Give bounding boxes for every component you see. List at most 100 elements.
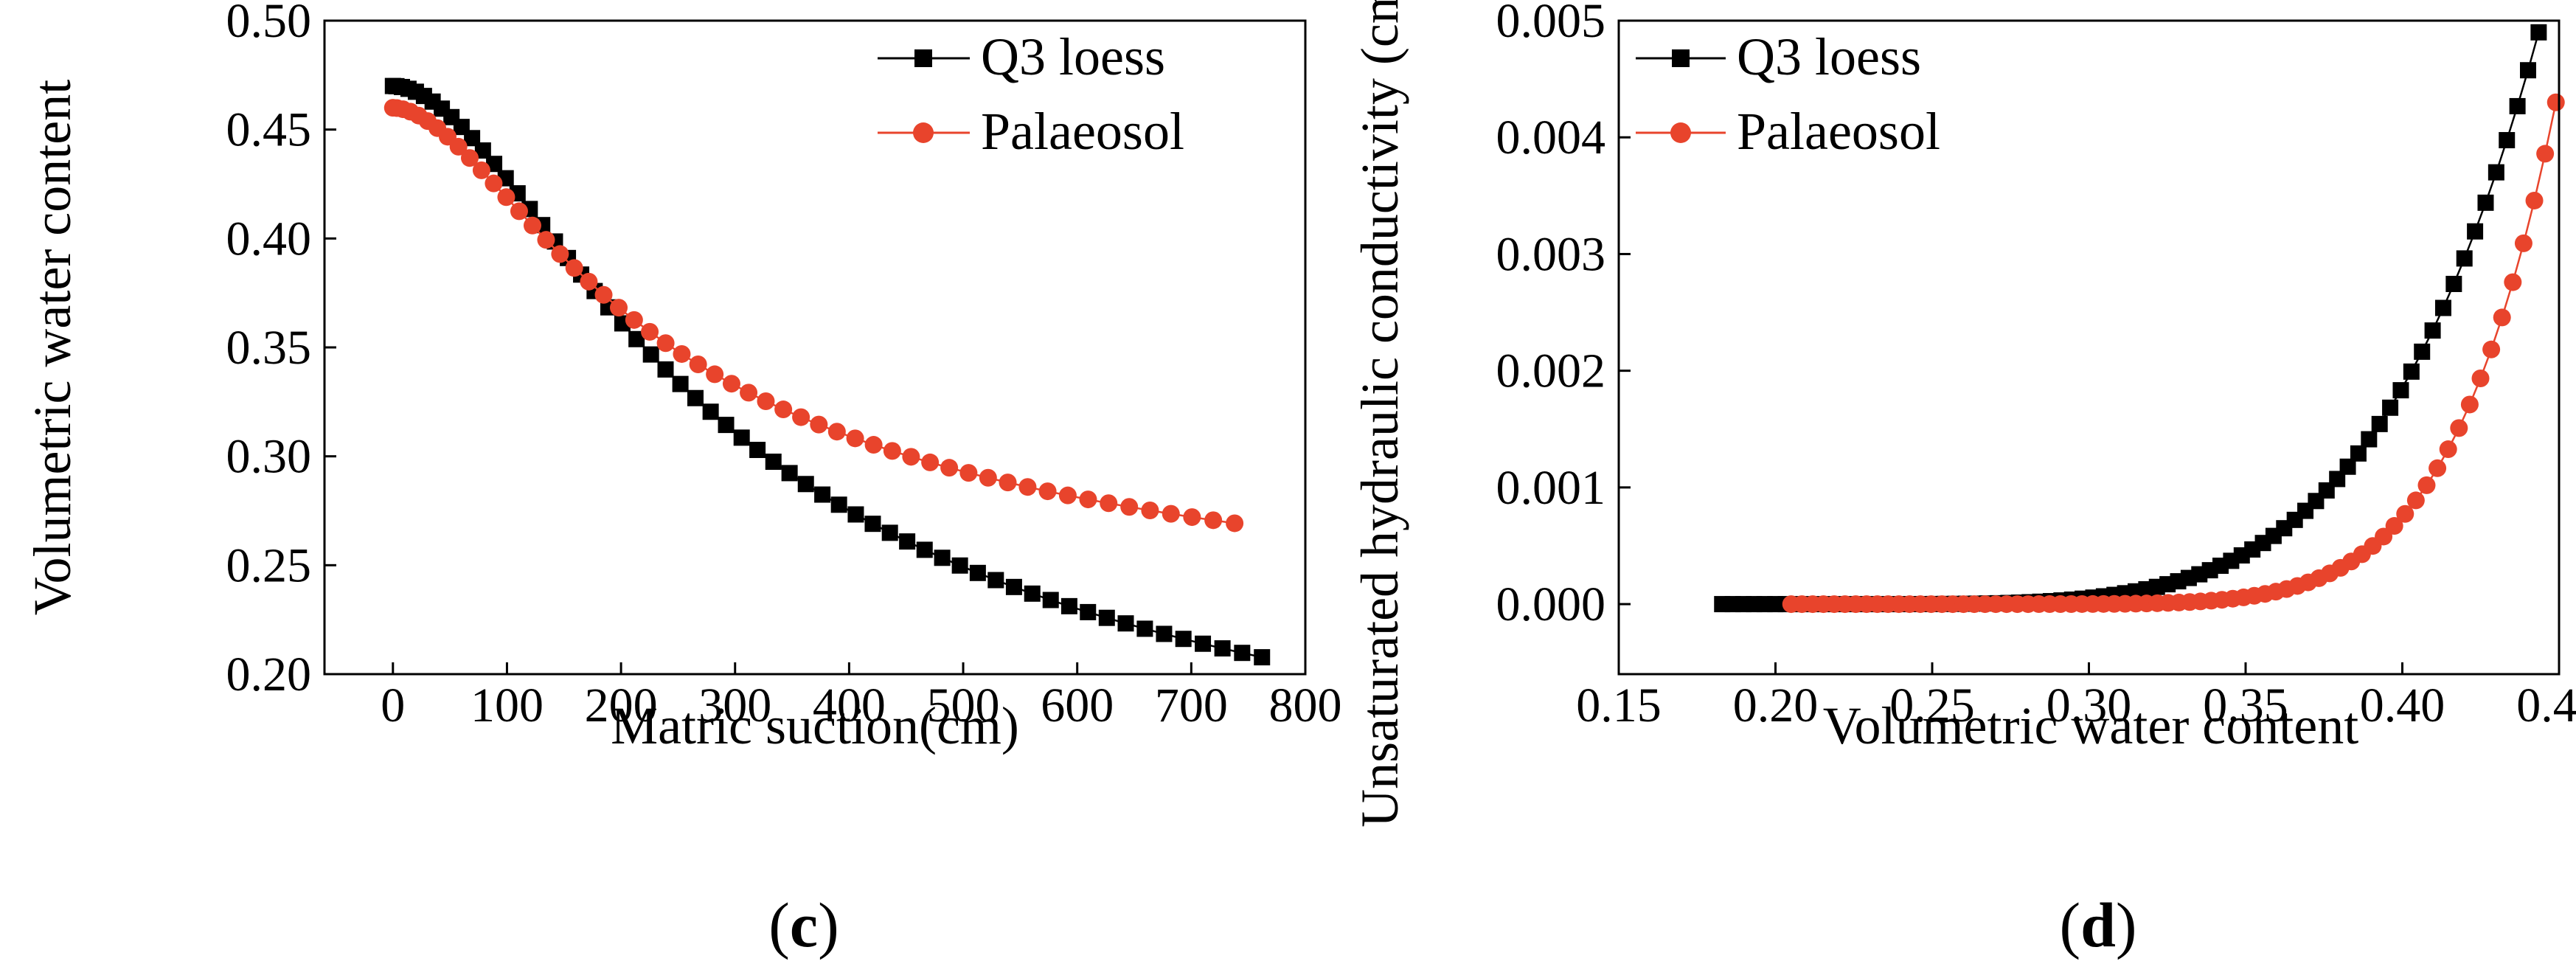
series-line (392, 106, 1235, 524)
data-point (2417, 476, 2436, 494)
data-point (2439, 440, 2457, 459)
data-point (951, 557, 968, 574)
x-tick-label: 700 (1155, 679, 1228, 732)
data-point (2519, 62, 2536, 79)
data-point (1214, 640, 1231, 657)
data-point (672, 375, 689, 392)
panel-d-x-tick-labels: 0.15 0.20 0.25 0.30 0.35 0.40 0.45 (1576, 679, 2576, 732)
data-point (1136, 620, 1153, 637)
data-point (1117, 615, 1134, 632)
series-palaeosol (1782, 93, 2565, 614)
data-point (485, 174, 503, 193)
data-point (999, 474, 1017, 492)
x-tick-label: 100 (471, 679, 544, 732)
x-tick-label: 800 (1269, 679, 1342, 732)
data-point (749, 441, 766, 458)
data-point (987, 572, 1004, 589)
panel-d-y-tick-labels: 0.000 0.001 0.002 0.003 0.004 0.005 (1496, 0, 1606, 631)
data-point (625, 311, 643, 329)
data-point (2424, 322, 2441, 339)
panel-d-frame (1617, 19, 2561, 676)
data-point (781, 465, 798, 482)
data-point (722, 375, 740, 393)
data-point (687, 389, 704, 406)
data-point (881, 524, 898, 541)
data-point (2382, 399, 2399, 416)
data-point (2350, 445, 2367, 462)
data-point (1195, 635, 1212, 652)
y-tick-label: 0.35 (226, 321, 312, 375)
series-line (392, 85, 1263, 659)
y-tick-label: 0.001 (1496, 461, 1606, 515)
data-point (1226, 514, 1244, 533)
data-point (2509, 97, 2526, 114)
data-point (899, 533, 916, 550)
data-point (537, 231, 555, 249)
data-point (2536, 145, 2555, 163)
data-point (594, 285, 613, 304)
data-point (2525, 191, 2544, 209)
series-palaeosol (383, 99, 1244, 533)
data-point (510, 202, 528, 221)
data-point (1175, 631, 1192, 648)
data-point (797, 476, 814, 493)
data-point (1058, 486, 1077, 504)
data-point (2482, 340, 2501, 358)
panel-c-legend-entry-q3: Q3 loess (878, 27, 1165, 86)
legend-marker-square (914, 49, 932, 67)
panel-c-legend-label-palaeosol: Palaeosol (981, 102, 1184, 161)
panel-d-legend-entry-palaeosol: Palaeosol (1636, 102, 1940, 161)
data-point (580, 272, 598, 291)
data-point (2514, 234, 2532, 252)
data-point (864, 436, 883, 454)
panel-c-legend-entry-palaeosol: Palaeosol (878, 102, 1184, 161)
data-point (846, 429, 864, 448)
x-tick-label: 600 (1041, 679, 1114, 732)
panel-d: 0.150.200.250.300.350.400.45 0.0000.0010… (1350, 0, 2576, 960)
data-point (523, 216, 541, 235)
data-point (673, 344, 691, 363)
y-tick-label: 0.25 (226, 538, 312, 592)
data-point (733, 429, 750, 446)
data-point (2456, 250, 2473, 267)
data-point (830, 496, 847, 513)
data-point (486, 156, 503, 173)
data-point (940, 459, 959, 477)
data-point (689, 356, 707, 374)
data-point (1141, 502, 1159, 520)
data-point (2385, 517, 2403, 535)
y-tick-label: 0.30 (226, 430, 312, 484)
data-point (449, 137, 468, 156)
data-point (792, 408, 810, 426)
legend-marker-square (1672, 49, 1690, 67)
series-line (1791, 102, 2558, 606)
data-point (1183, 508, 1201, 527)
data-point (497, 188, 515, 207)
data-point (1100, 494, 1118, 513)
panel-c: 0 100 200 300 400 500 600 700 800 0.200.250.300.… (23, 0, 1342, 960)
data-point (641, 322, 659, 341)
data-point (959, 464, 978, 482)
data-point (2361, 431, 2378, 448)
data-point (2434, 299, 2451, 316)
data-point (916, 541, 933, 558)
x-tick-label: 0.25 (1889, 679, 1975, 732)
data-point (656, 334, 675, 353)
panel-c-legend-label-q3: Q3 loess (981, 27, 1165, 86)
data-point (2467, 223, 2484, 240)
data-point (1005, 578, 1022, 595)
data-point (1204, 511, 1223, 530)
panel-c-caption: (c) (768, 890, 839, 960)
panel-d-legend-entry-q3: Q3 loess (1636, 27, 1921, 86)
data-point (718, 417, 735, 434)
data-point (702, 403, 719, 420)
data-point (2329, 471, 2346, 488)
data-point (565, 259, 583, 277)
y-tick-label: 0.20 (226, 648, 312, 701)
data-point (460, 149, 479, 167)
y-tick-label: 0.004 (1496, 111, 1606, 164)
x-tick-label: 0.30 (2046, 679, 2132, 732)
data-point (1254, 649, 1271, 666)
data-point (1234, 645, 1251, 662)
